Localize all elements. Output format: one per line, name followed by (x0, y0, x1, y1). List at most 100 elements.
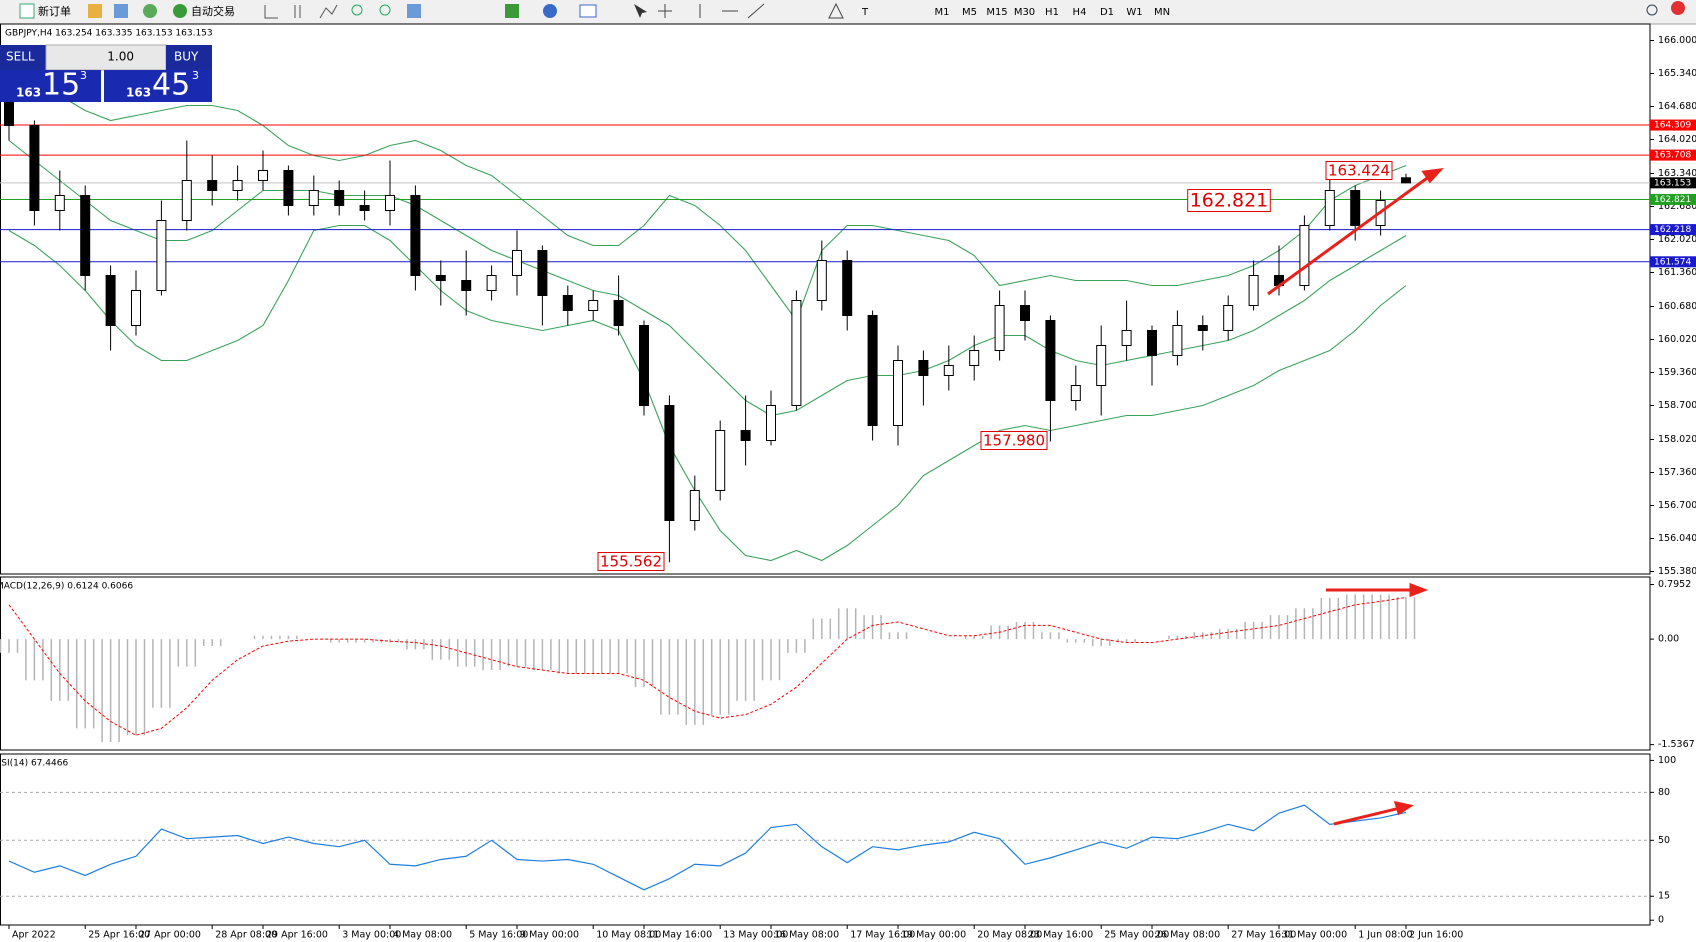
y-tick-label: 164.020 (1658, 134, 1696, 145)
x-tick-label: 1 Jun 08:00 (1358, 930, 1412, 941)
level-label: 164.309 (1654, 121, 1691, 131)
y-tick-label: 164.680 (1658, 101, 1696, 112)
toolbar (0, 0, 1696, 24)
y-tick-label: 158.020 (1658, 434, 1696, 445)
candle-body (156, 220, 167, 291)
tool-icons[interactable] (264, 4, 338, 19)
timeframe-button[interactable]: H4 (1073, 7, 1087, 18)
sell-price-big: 163 (16, 86, 41, 100)
text-tool[interactable]: T (861, 7, 869, 18)
candle-body (1045, 320, 1056, 401)
sell-label[interactable]: SELL (6, 50, 35, 64)
x-tick-label: 23 May 16:00 (1028, 930, 1093, 941)
arrow-head (1393, 801, 1414, 816)
candle-body (588, 300, 599, 311)
chart-title: RSI(14) 67.4466 (0, 759, 68, 769)
timeframe-button[interactable]: H1 (1045, 7, 1059, 18)
y-tick-label: 0 (1658, 915, 1664, 926)
x-tick-label: 26 May 08:00 (1155, 930, 1220, 941)
candle-body (715, 430, 726, 491)
buy-label[interactable]: BUY (174, 50, 199, 64)
trend-arrow (1333, 806, 1401, 826)
annotation: 155.562 (600, 553, 662, 571)
sell-price-box[interactable] (0, 70, 101, 102)
sell-button[interactable] (0, 45, 46, 70)
tool-icon[interactable] (88, 4, 102, 18)
x-tick-label: 11 May 16:00 (647, 930, 712, 941)
candle-body (461, 280, 472, 291)
y-tick-label: 160.020 (1658, 334, 1696, 345)
timeframe-button[interactable]: D1 (1100, 7, 1114, 18)
candle-body (105, 275, 116, 326)
x-tick-label: 19 May 00:00 (901, 930, 966, 941)
current-price-label: 163.153 (1654, 178, 1691, 188)
notification-badge[interactable] (1671, 1, 1685, 15)
candle-body (943, 365, 954, 376)
tool-icon[interactable] (143, 4, 157, 18)
annotation-box (1187, 189, 1271, 212)
y-tick-label: 162.020 (1658, 234, 1696, 245)
auto-trading-icon[interactable] (173, 4, 187, 18)
buy-button[interactable] (166, 45, 212, 70)
tool-icon[interactable] (114, 4, 128, 18)
buy-price-big: 163 (126, 86, 151, 100)
auto-trading-button[interactable]: 自动交易 (191, 4, 235, 18)
candle-body (1401, 177, 1411, 184)
trade-panel: SELL 1.00 BUY 163 15 3 163 45 3 (0, 44, 212, 103)
template-icon[interactable] (579, 4, 597, 18)
candle-body (689, 490, 700, 521)
candle-body (740, 430, 751, 441)
y-tick-label: -1.5367 (1658, 739, 1695, 750)
signal-line (8, 596, 1407, 736)
candle-body (283, 170, 294, 206)
period-icon[interactable] (543, 4, 557, 18)
x-tick-label: 10 May 08:00 (596, 930, 661, 941)
chart-panel (0, 576, 1651, 751)
tile-icon[interactable] (407, 4, 421, 18)
search-icon[interactable] (1646, 4, 1658, 16)
level-label-bg (1650, 149, 1696, 161)
candle-body (562, 295, 573, 311)
candle-body (410, 195, 421, 276)
timeframe-button[interactable]: M15 (986, 7, 1007, 18)
candle-body (842, 260, 853, 316)
chart-panel (0, 23, 1651, 575)
level-label: 163.708 (1654, 151, 1691, 161)
y-tick-label: 162.680 (1658, 201, 1696, 212)
candle-body (334, 190, 345, 206)
candle-body (1299, 225, 1310, 286)
candle-body (1350, 190, 1361, 226)
x-tick-label: 2 Jun 16:00 (1409, 930, 1463, 941)
x-tick-label: 4 May 08:00 (393, 930, 452, 941)
buy-price-box[interactable] (104, 70, 212, 102)
annotations: 155.562 157.980 163.424 162.821 (597, 161, 1393, 571)
cursor-tool[interactable] (634, 4, 647, 18)
zoom-out[interactable] (379, 4, 391, 16)
y-tick-label: 157.360 (1658, 467, 1696, 478)
annotation: 162.821 (1190, 190, 1269, 212)
y-tick-label: 158.700 (1658, 400, 1696, 411)
candle-body (1121, 330, 1132, 346)
timeframe-button[interactable]: W1 (1126, 7, 1142, 18)
chart-panel (0, 753, 1651, 926)
level-label: 162.218 (1654, 225, 1691, 235)
timeframe-button[interactable]: M30 (1014, 7, 1035, 18)
candle-body (664, 405, 675, 521)
timeframe-button[interactable]: M5 (962, 7, 977, 18)
lot-value[interactable]: 1.00 (107, 50, 134, 64)
new-order-button[interactable]: 新订单 (38, 4, 71, 18)
timeframe-button[interactable]: MN (1154, 7, 1170, 18)
bollinger-band (8, 140, 1407, 417)
new-order-icon[interactable] (19, 3, 35, 19)
candle-body (791, 300, 802, 406)
candle-body (867, 315, 878, 426)
candle-body (613, 300, 624, 326)
timeframe-button[interactable]: M1 (935, 7, 950, 18)
indicator-icon[interactable] (505, 4, 519, 18)
drawing-tools[interactable] (658, 2, 844, 19)
y-tick-label: 80 (1658, 787, 1670, 798)
lot-input[interactable] (45, 44, 167, 71)
sell-price-main: 15 (42, 68, 80, 103)
y-tick-label: 50 (1658, 835, 1670, 846)
zoom-in[interactable] (351, 4, 363, 16)
